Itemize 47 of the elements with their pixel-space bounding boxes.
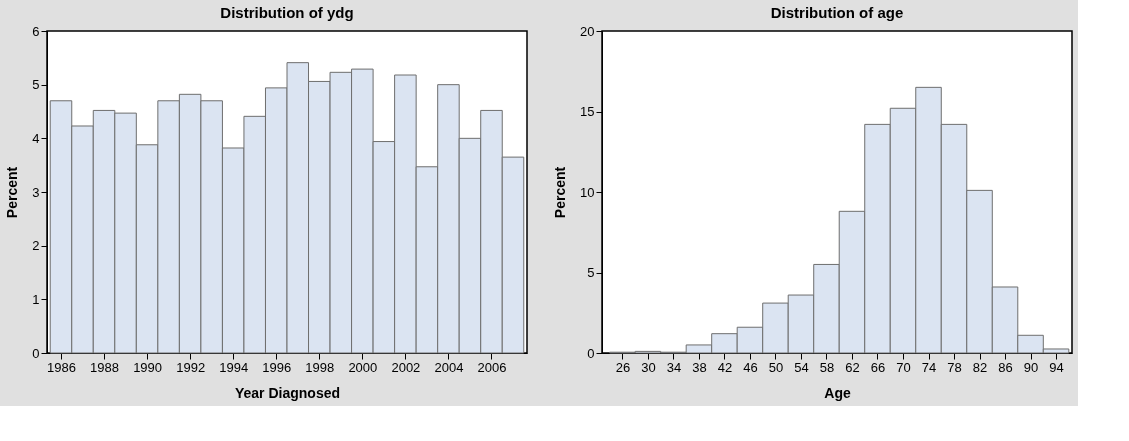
x-tick-label: 78 <box>947 359 962 375</box>
x-axis-title: Age <box>824 384 851 401</box>
y-tick-label: 5 <box>32 77 40 93</box>
x-tick-label: 86 <box>998 359 1013 375</box>
x-tick-label: 46 <box>743 359 758 375</box>
x-tick-label: 50 <box>768 359 784 375</box>
x-tick-label: 54 <box>794 359 809 375</box>
y-axis-title: Percent <box>552 166 569 219</box>
x-tick-label: 90 <box>1023 359 1039 375</box>
chart-title: Distribution of ydg <box>220 4 354 21</box>
x-tick-label: 70 <box>896 359 911 375</box>
y-tick-label: 4 <box>32 130 40 146</box>
x-tick-label: 38 <box>692 359 707 375</box>
y-tick-label: 0 <box>32 345 40 361</box>
x-tick-label: 2004 <box>434 359 464 375</box>
y-tick-label: 2 <box>32 238 40 254</box>
x-tick-label: 30 <box>641 359 656 375</box>
x-tick-label: 82 <box>972 359 988 375</box>
x-tick-label: 1986 <box>47 359 76 375</box>
x-tick-label: 1990 <box>133 359 163 375</box>
x-tick-label: 1994 <box>219 359 249 375</box>
y-tick-label: 6 <box>32 23 40 39</box>
y-tick-label: 10 <box>580 184 595 200</box>
chart-title: Distribution of age <box>770 4 904 21</box>
x-tick-label: 66 <box>870 359 886 375</box>
y-tick-label: 20 <box>580 23 595 39</box>
x-tick-label: 1996 <box>262 359 292 375</box>
x-tick-label: 1992 <box>176 359 206 375</box>
x-tick-label: 2002 <box>391 359 421 375</box>
x-tick-label: 1998 <box>305 359 335 375</box>
x-axis-title: Year Diagnosed <box>234 384 341 401</box>
x-tick-label: 2006 <box>477 359 507 375</box>
y-tick-label: 0 <box>587 345 595 361</box>
x-tick-label: 42 <box>717 359 733 375</box>
x-tick-label: 74 <box>921 359 937 375</box>
x-tick-label: 94 <box>1049 359 1064 375</box>
y-tick-label: 5 <box>587 265 595 280</box>
x-tick-label: 62 <box>845 359 860 375</box>
x-tick-label: 58 <box>819 359 835 375</box>
y-axis-title: Percent <box>4 166 21 219</box>
y-tick-label: 15 <box>580 104 595 119</box>
y-tick-label: 1 <box>32 291 40 307</box>
x-tick-label: 1988 <box>90 359 119 375</box>
x-tick-label: 2000 <box>348 359 378 375</box>
x-tick-label: 34 <box>666 359 682 375</box>
x-tick-label: 26 <box>615 359 631 375</box>
y-tick-label: 3 <box>32 184 40 200</box>
